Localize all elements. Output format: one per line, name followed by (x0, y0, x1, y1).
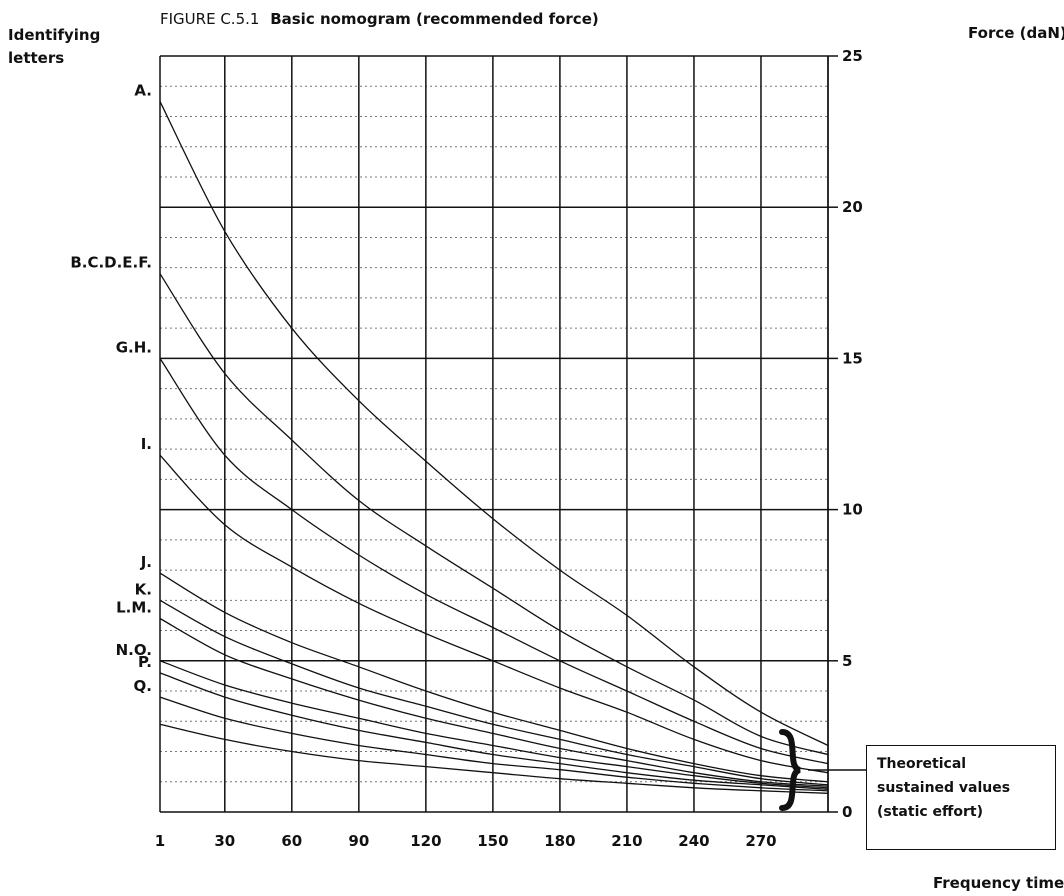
y-tick-label: 10 (842, 501, 863, 519)
series-line-5 (159, 572, 829, 783)
x-tick-label: 270 (745, 832, 776, 850)
series-line-8 (159, 660, 829, 789)
x-axis-title: Frequency time (933, 874, 1064, 892)
curly-brace (779, 729, 802, 811)
series-label: N.O. (116, 641, 152, 659)
axis-ticks: 1 30 60 90 120 150 180 210 240 270 0 5 10 15 20 25 (155, 47, 863, 850)
series-lines (159, 101, 829, 794)
x-tick-label: 120 (410, 832, 441, 850)
x-tick-label: 1 (155, 832, 165, 850)
x-tick-label: 90 (348, 832, 369, 850)
series-label: G.H. (116, 338, 152, 356)
series-line-11 (159, 723, 829, 794)
y-tick-label: 20 (842, 198, 863, 216)
static-effort-note: Theoretical sustained values (static eff… (866, 745, 1056, 850)
right-axis-title: Force (daN) (968, 24, 1064, 42)
series-label: A. (134, 81, 152, 99)
left-axis-title-line-1: Identifying (8, 26, 100, 44)
x-tick-label: 210 (611, 832, 642, 850)
series-label: Q. (134, 677, 152, 695)
x-tick-label: 60 (281, 832, 302, 850)
series-line-7 (159, 617, 829, 787)
y-tick-label: 5 (842, 652, 852, 670)
series-label: I. (141, 435, 152, 453)
series-line-10 (159, 696, 829, 792)
series-labels: A. B.C.D.E.F. G.H. I. J. K.L.M. N.O.P. Q. (70, 81, 152, 695)
figure-title: FIGURE C.5.1 Basic nomogram (recommended… (160, 10, 599, 28)
series-label: J. (140, 553, 152, 571)
y-tick-label: 15 (842, 349, 863, 367)
y-tick-label: 25 (842, 47, 863, 65)
note-line-3: (static effort) (877, 804, 983, 820)
left-axis-title-line-2: letters (8, 49, 64, 67)
figure-title-text: Basic nomogram (recommended force) (270, 10, 599, 28)
series-line-4 (159, 454, 829, 774)
x-tick-label: 240 (678, 832, 709, 850)
figure-label: FIGURE C.5.1 (160, 10, 259, 28)
series-line-9 (159, 672, 829, 790)
note-line-1: Theoretical (877, 756, 967, 772)
x-tick-label: 30 (214, 832, 235, 850)
series-label: L.M. (116, 598, 152, 616)
series-label: B.C.D.E.F. (70, 254, 152, 272)
series-line-3 (159, 358, 829, 765)
y-tick-label: 0 (842, 803, 852, 821)
series-label: P. (138, 653, 152, 671)
series-line-2 (159, 273, 829, 756)
x-tick-label: 180 (544, 832, 575, 850)
note-line-2: sustained values (877, 780, 1011, 796)
series-label: K. (135, 580, 152, 598)
series-line-1 (159, 101, 829, 747)
x-tick-label: 150 (477, 832, 508, 850)
series-line-6 (159, 599, 829, 786)
grid (159, 55, 829, 813)
